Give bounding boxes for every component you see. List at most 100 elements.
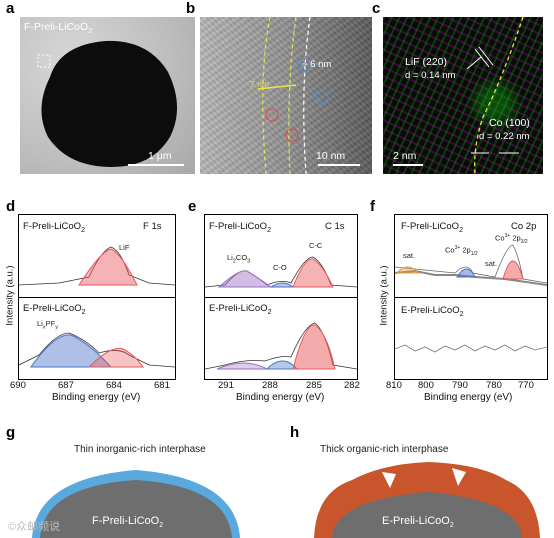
panel-f-peak-sat1: sat. xyxy=(403,251,416,260)
panel-f-peak-co32: Co3+ 2p3/2 xyxy=(495,233,528,245)
shell-crack xyxy=(382,472,396,488)
panel-d-tick: 687 xyxy=(58,380,74,391)
spectrum-svg-d xyxy=(19,246,175,368)
white-boundary-line xyxy=(303,17,311,174)
co32-peak-fill xyxy=(502,260,524,280)
panel-e-tick: 282 xyxy=(344,380,360,391)
raw-spectrum-bottom xyxy=(19,332,175,368)
hrtem-image-panel-c: LiF (220) d = 0.14 nm Co (100) d = 0.22 … xyxy=(383,17,543,174)
lif-peak-fill-bottom xyxy=(87,347,144,368)
plot-divider xyxy=(395,297,547,298)
red-domain-marker xyxy=(265,108,279,122)
panel-label-g: g xyxy=(6,424,16,441)
co-peak-fill-bottom xyxy=(265,360,299,370)
panel-e-bottom-sample: E-Preli-LiCoO2 xyxy=(209,303,272,316)
plot-divider xyxy=(19,297,175,298)
panel-f-peak-sat2: sat. xyxy=(485,259,498,268)
panel-label-f: f xyxy=(370,198,375,215)
panel-label-b: b xyxy=(186,0,196,17)
spectrum-svg-f xyxy=(395,244,547,353)
shell-crack xyxy=(452,468,466,486)
panel-f-xlabel: Binding energy (eV) xyxy=(424,392,513,403)
panel-c-co-d: d = 0.22 nm xyxy=(479,131,530,142)
panel-e-xlabel: Binding energy (eV) xyxy=(236,392,325,403)
panel-d-tick: 684 xyxy=(106,380,122,391)
co12-peak-fill xyxy=(456,268,476,278)
panel-d-tick: 681 xyxy=(154,380,170,391)
xps-plot-panel-f: F-Preli-LiCoO2 Co 2p sat. Co3+ 2p1/2 sat… xyxy=(394,214,548,380)
panel-f-top-sample: F-Preli-LiCoO2 xyxy=(401,221,463,234)
raw-spectrum-bottom xyxy=(395,344,547,353)
lattice-lines-svg xyxy=(466,17,524,174)
panel-e-tick: 291 xyxy=(218,380,234,391)
panel-d-peak-lif: LiF xyxy=(119,243,130,252)
blue-domain-marker xyxy=(315,90,329,104)
panel-a-scale-bar xyxy=(128,164,184,166)
phase-boundary-line xyxy=(474,17,524,174)
panel-a-sample-label: F-Preli-LiCoO2 xyxy=(24,21,93,36)
panel-e-tick: 288 xyxy=(262,380,278,391)
panel-f-tick: 780 xyxy=(486,380,502,391)
panel-f-tick: 800 xyxy=(418,380,434,391)
panel-e-tick: 285 xyxy=(306,380,322,391)
interphase-lines-svg xyxy=(257,17,329,174)
panel-c-lif-d: d = 0.14 nm xyxy=(405,70,456,81)
lif-fringe-line xyxy=(478,46,494,66)
raw-spectrum-top xyxy=(395,244,547,284)
panel-e-peak-li2co3: Li2CO3 xyxy=(227,253,251,265)
panel-c-co-label: Co (100) xyxy=(489,117,530,129)
xps-plot-panel-d: F-Preli-LiCoO2 F 1s LiF E-Preli-LiCoO2 L… xyxy=(18,214,176,380)
panel-d-element: F 1s xyxy=(143,221,162,232)
panel-b-left-mark: 7 nm xyxy=(250,79,269,89)
lif-peak-fill xyxy=(78,248,138,286)
panel-e-peak-co: C-O xyxy=(273,263,287,272)
panel-b-scale-bar xyxy=(318,164,360,166)
panel-d-bottom-sample: E-Preli-LiCoO2 xyxy=(23,303,86,316)
panel-c-scale-label: 2 nm xyxy=(393,150,417,162)
panel-g-core-label: F-Preli-LiCoO2 xyxy=(92,515,164,530)
panel-h-core-label: E-Preli-LiCoO2 xyxy=(382,515,454,530)
panel-h-title: Thick organic-rich interphase xyxy=(320,444,449,455)
plot-divider xyxy=(205,297,357,298)
panel-f-tick: 810 xyxy=(386,380,402,391)
panel-c-lif-label: LiF (220) xyxy=(405,56,448,68)
particle-svg xyxy=(37,40,178,167)
cc-peak-fill-bottom xyxy=(292,324,336,370)
schematic-thin-interphase xyxy=(32,470,240,538)
panel-label-d: d xyxy=(6,198,16,215)
inner-boundary-line xyxy=(288,17,297,174)
lif-arrow xyxy=(466,56,482,70)
panel-e-element: C 1s xyxy=(325,221,345,232)
panel-f-bottom-sample: E-Preli-LiCoO2 xyxy=(401,305,464,318)
panel-f-tick: 770 xyxy=(518,380,534,391)
panel-d-top-sample: F-Preli-LiCoO2 xyxy=(23,221,85,234)
panel-g-title: Thin inorganic-rich interphase xyxy=(74,444,206,455)
watermark: ©众邮频说 xyxy=(8,521,61,533)
li2co3-peak-fill-bottom xyxy=(216,362,268,370)
panel-b-scale-label: 10 nm xyxy=(316,150,346,162)
lixpfy-peak-fill xyxy=(30,334,113,368)
panel-e-peak-cc: C-C xyxy=(309,241,323,250)
panel-label-c: c xyxy=(372,0,381,17)
panel-e-top-sample: F-Preli-LiCoO2 xyxy=(209,221,271,234)
hrtem-image-panel-b: ~ 6 nm 7 nm 10 nm xyxy=(200,17,372,174)
thickness-arrow xyxy=(257,84,297,90)
sat-peak-fill xyxy=(395,266,421,274)
panel-d-tick: 690 xyxy=(10,380,26,391)
cc-peak-fill xyxy=(292,258,334,288)
co-peak-fill xyxy=(269,282,295,288)
lif-fringe-line xyxy=(474,48,490,68)
panel-b-thickness-label: ~ 6 nm xyxy=(302,59,332,70)
panel-label-e: e xyxy=(188,198,197,215)
li2co3-peak-fill xyxy=(217,270,273,288)
panel-f-ylabel: Intensity (a.u.) xyxy=(378,265,390,326)
spectrum-svg-e xyxy=(205,256,357,370)
core-particle xyxy=(40,480,232,538)
blue-domain-marker xyxy=(297,58,311,72)
red-domain-marker xyxy=(285,128,299,142)
particle-shape xyxy=(41,40,178,167)
panel-f-tick: 790 xyxy=(452,380,468,391)
raw-spectrum-top xyxy=(19,246,175,286)
panel-f-element: Co 2p xyxy=(511,221,537,232)
panel-d-peak-lixpfy: LixPFy xyxy=(37,319,58,331)
